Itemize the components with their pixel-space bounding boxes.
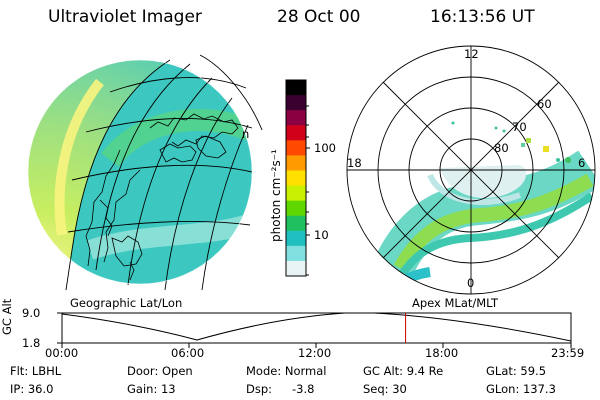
mlt-label-12: 12 — [464, 47, 479, 61]
mlat-label-60: 60 — [537, 97, 552, 111]
mlat-label-80: 80 — [494, 141, 509, 155]
left-map-caption: Geographic Lat/Lon — [70, 296, 183, 310]
instrument-title: Ultraviolet Imager — [48, 7, 202, 27]
colorbar-segment — [286, 185, 306, 202]
altitude-tick-high: 9.0 — [22, 306, 41, 320]
info-dsp-value: -3.8 — [292, 382, 315, 396]
colorbar-segment — [286, 95, 306, 111]
info-glat: GLat: 59.5 — [486, 364, 547, 378]
observation-date: 28 Oct 00 — [277, 7, 361, 27]
time-tick-1800: 18:00 — [425, 346, 459, 360]
altitude-plot — [57, 312, 572, 348]
geographic-image — [27, 54, 263, 291]
time-tick-0600: 06:00 — [171, 346, 205, 360]
info-glon: GLon: 137.3 — [486, 382, 556, 396]
altitude-tick-low: 1.8 — [22, 336, 41, 350]
right-map-caption: Apex MLat/MLT — [412, 296, 499, 310]
apex-image — [346, 45, 596, 295]
info-dsp-label: Dsp: — [246, 382, 273, 396]
colorbar-tick-10: 10 — [314, 228, 329, 242]
colorbar-segment — [286, 230, 306, 247]
time-tick-0000: 00:00 — [45, 346, 79, 360]
mlt-label-0: 0 — [467, 276, 475, 290]
info-door: Door: Open — [127, 364, 193, 378]
colorbar-segment — [286, 245, 306, 262]
colorbar-segment — [286, 260, 306, 277]
mlat-label-70: 70 — [512, 120, 527, 134]
colorbar-segment — [286, 170, 306, 187]
colorbar-unit-label: photon cm⁻²s⁻¹ — [269, 149, 283, 242]
observation-time: 16:13:56 UT — [430, 7, 535, 27]
info-gain: Gain: 13 — [127, 382, 176, 396]
info-seq: Seq: 30 — [363, 382, 407, 396]
time-tick-2359: 23:59 — [551, 346, 585, 360]
colorbar-tick-100: 100 — [314, 141, 336, 155]
info-mode: Mode: Normal — [246, 364, 327, 378]
colorbar-segment — [286, 215, 306, 232]
colorbar-segment — [286, 80, 306, 96]
mlt-label-6: 6 — [578, 156, 586, 170]
colorbar-frame — [285, 79, 307, 277]
colorbar-segment — [286, 125, 306, 141]
auroral-spots — [451, 121, 571, 163]
colorbar-segment — [286, 140, 306, 156]
info-gc-alt: GC Alt: 9.4 Re — [363, 364, 444, 378]
colorbar-tick-marks — [306, 105, 310, 276]
info-filter: Flt: LBHL — [10, 364, 62, 378]
left-map-edge-label: n — [242, 127, 249, 141]
altitude-axis-label: GC Alt — [0, 298, 14, 335]
time-tick-1200: 12:00 — [298, 346, 332, 360]
color-scale-bar — [285, 79, 307, 277]
colorbar-segment — [286, 155, 306, 171]
colorbar-segment — [286, 200, 306, 217]
info-ip: IP: 36.0 — [10, 382, 54, 396]
colorbar-segment — [286, 110, 306, 126]
mlt-label-18: 18 — [347, 156, 362, 170]
